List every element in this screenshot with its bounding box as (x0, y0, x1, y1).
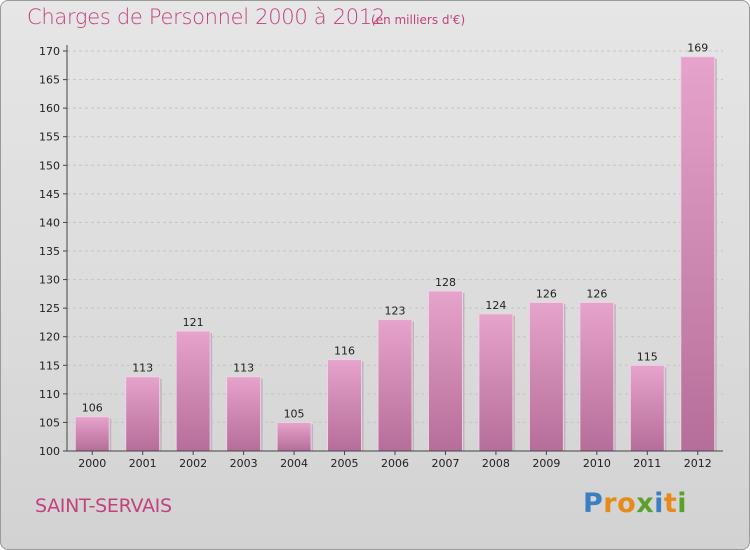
y-tick-label: 125 (39, 302, 60, 315)
x-tick-label: 2003 (230, 457, 258, 470)
bar-2000 (74, 416, 110, 452)
data-label: 113 (233, 362, 254, 375)
data-label: 105 (284, 407, 305, 420)
bar-2007 (427, 290, 463, 452)
x-tick-label: 2006 (381, 457, 409, 470)
data-label: 126 (586, 287, 607, 300)
chart-subtitle: (en milliers d'€) (371, 13, 466, 27)
bar-2008 (478, 313, 514, 452)
bar-2011 (629, 364, 665, 452)
y-tick-label: 130 (39, 274, 60, 287)
data-label: 169 (687, 42, 708, 55)
x-tick-label: 2011 (633, 457, 661, 470)
data-label: 113 (132, 362, 153, 375)
y-tick-label: 150 (39, 159, 60, 172)
x-tick-label: 2002 (179, 457, 207, 470)
logo-letter: o (617, 488, 637, 519)
bar-2010 (579, 301, 615, 452)
data-label: 115 (637, 350, 658, 363)
logo-letter: r (603, 488, 618, 519)
logo-letter: P (583, 488, 604, 519)
bar-2005 (327, 359, 363, 452)
logo-letter: t (663, 488, 678, 519)
bar-2006 (377, 319, 413, 452)
data-label: 106 (82, 402, 103, 415)
data-label: 124 (485, 299, 506, 312)
x-tick-label: 2009 (532, 457, 560, 470)
x-tick-label: 2001 (129, 457, 157, 470)
bar-2002 (175, 330, 211, 452)
axes: 100 105 110 115 120 125 130 135 140 145 150 155 160 1… (39, 45, 723, 470)
y-tick-label: 105 (39, 416, 60, 429)
data-label: 128 (435, 276, 456, 289)
data-label: 123 (385, 305, 406, 318)
bar-2004 (276, 421, 312, 452)
bars: 106 113 121 113 105 116 123 128 124 126 126 115 169 (74, 42, 717, 452)
bar-2009 (528, 301, 564, 452)
y-tick-label: 135 (39, 245, 60, 258)
y-tick-label: 140 (39, 216, 60, 229)
logo-letter: i (677, 488, 688, 519)
data-label: 126 (536, 287, 557, 300)
y-tick-label: 165 (39, 74, 60, 87)
location-name: SAINT-SERVAIS (35, 495, 172, 517)
y-tick-label: 120 (39, 331, 60, 344)
bar-2003 (226, 376, 262, 452)
y-tick-label: 145 (39, 188, 60, 201)
y-tick-label: 160 (39, 102, 60, 115)
bar-2001 (125, 376, 161, 452)
bar-2012 (680, 56, 716, 452)
x-tick-label: 2000 (78, 457, 106, 470)
x-tick-label: 2004 (280, 457, 308, 470)
proxiti-logo[interactable]: Proxiti (583, 488, 687, 519)
x-tick-label: 2010 (583, 457, 611, 470)
x-tick-label: 2007 (431, 457, 459, 470)
data-label: 116 (334, 345, 355, 358)
logo-letter: i (654, 488, 664, 519)
y-tick-label: 115 (39, 359, 60, 372)
x-tick-label: 2012 (684, 457, 712, 470)
logo-letter: x (636, 488, 655, 519)
x-tick-label: 2005 (331, 457, 359, 470)
data-label: 121 (183, 316, 204, 329)
y-tick-label: 110 (39, 388, 60, 401)
x-tick-label: 2008 (482, 457, 510, 470)
y-tick-label: 100 (39, 445, 60, 458)
y-tick-label: 170 (39, 45, 60, 58)
chart-title: Charges de Personnel 2000 à 2012 (27, 5, 385, 29)
y-tick-label: 155 (39, 131, 60, 144)
